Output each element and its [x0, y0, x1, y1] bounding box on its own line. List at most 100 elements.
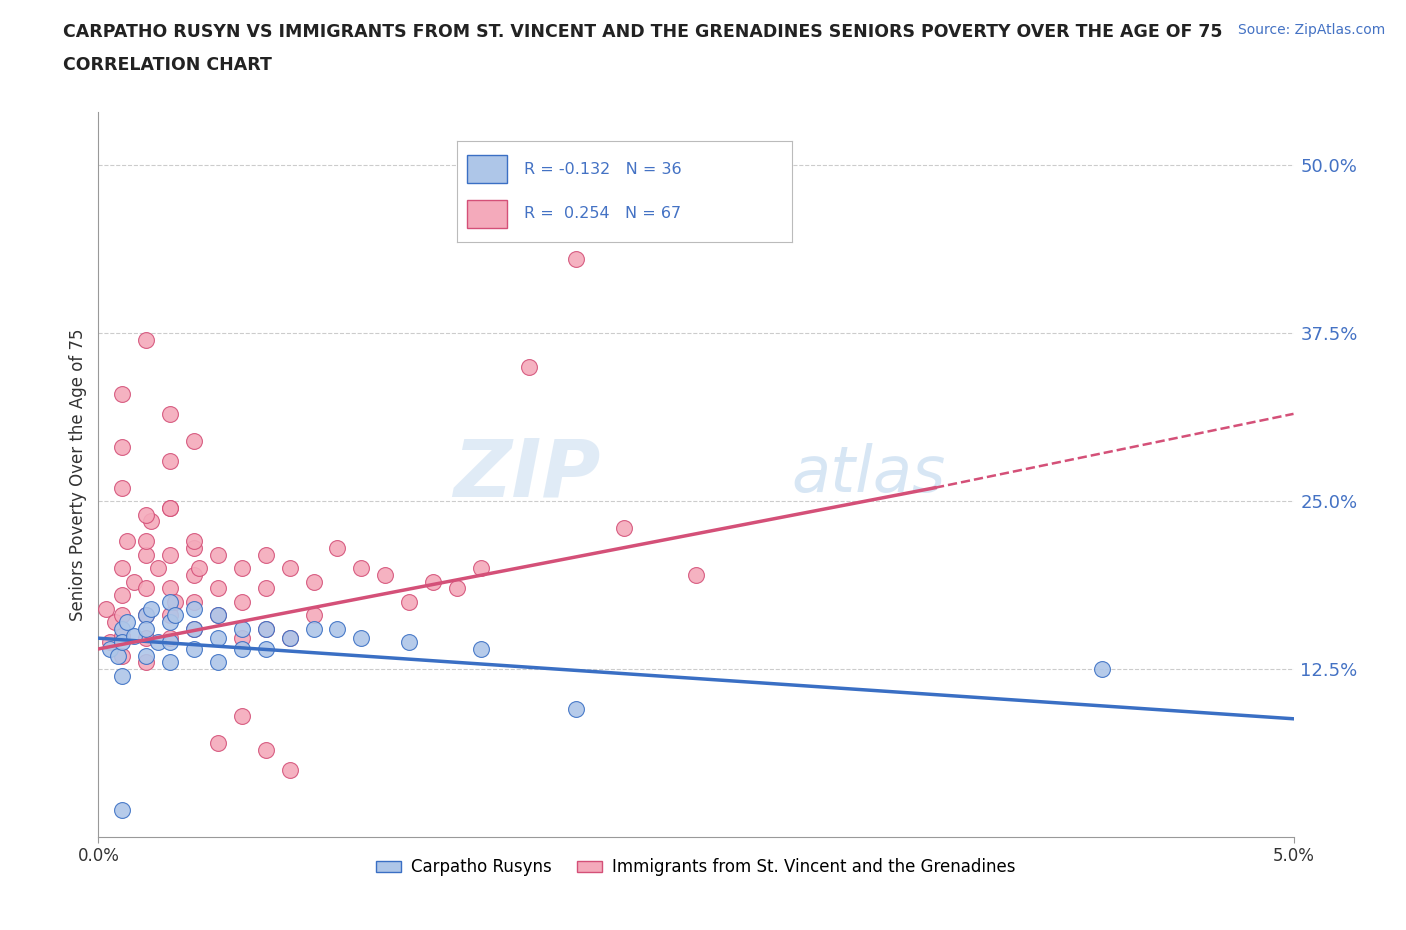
Point	[111, 669, 134, 684]
Point	[183, 621, 205, 636]
Point	[565, 702, 588, 717]
Point	[111, 803, 134, 817]
Point	[135, 648, 157, 663]
Point	[183, 567, 205, 582]
Point	[207, 655, 229, 670]
Point	[207, 548, 229, 563]
Point	[135, 333, 157, 348]
Point	[254, 742, 277, 757]
Point	[115, 615, 138, 630]
Point	[159, 631, 181, 645]
Point	[135, 608, 157, 623]
Point	[470, 561, 492, 576]
Point	[278, 631, 301, 645]
Point	[1091, 661, 1114, 676]
Legend: Carpatho Rusyns, Immigrants from St. Vincent and the Grenadines: Carpatho Rusyns, Immigrants from St. Vin…	[370, 852, 1022, 883]
Point	[207, 608, 229, 623]
Point	[111, 561, 134, 576]
Point	[111, 386, 134, 401]
Point	[326, 540, 349, 555]
Point	[139, 514, 162, 529]
Point	[111, 628, 134, 643]
Point	[159, 655, 181, 670]
Point	[207, 608, 229, 623]
Point	[139, 601, 162, 616]
Point	[135, 507, 157, 522]
Point	[254, 621, 277, 636]
Point	[115, 534, 138, 549]
Point	[183, 534, 205, 549]
Point	[159, 608, 181, 623]
Point	[517, 359, 540, 374]
Point	[135, 581, 157, 596]
Point	[111, 621, 134, 636]
Point	[183, 601, 205, 616]
Point	[350, 561, 373, 576]
Point	[159, 454, 181, 469]
Point	[111, 588, 134, 603]
Point	[398, 635, 420, 650]
Point	[135, 608, 157, 623]
Point	[124, 575, 146, 590]
Point	[685, 567, 707, 582]
Point	[207, 631, 229, 645]
Point	[231, 631, 253, 645]
Text: CARPATHO RUSYN VS IMMIGRANTS FROM ST. VINCENT AND THE GRENADINES SENIORS POVERTY: CARPATHO RUSYN VS IMMIGRANTS FROM ST. VI…	[63, 23, 1223, 41]
Point	[111, 440, 134, 455]
Y-axis label: Seniors Poverty Over the Age of 75: Seniors Poverty Over the Age of 75	[69, 328, 87, 620]
Point	[613, 521, 636, 536]
Point	[278, 763, 301, 777]
Point	[104, 615, 127, 630]
Point	[278, 631, 301, 645]
Point	[231, 709, 253, 724]
Text: ZIP: ZIP	[453, 435, 600, 513]
Point	[183, 433, 205, 448]
Point	[135, 534, 157, 549]
Point	[302, 621, 325, 636]
Point	[135, 631, 157, 645]
Point	[98, 635, 122, 650]
Point	[254, 621, 277, 636]
Point	[111, 608, 134, 623]
Point	[163, 608, 186, 623]
Point	[159, 500, 181, 515]
Point	[183, 642, 205, 657]
Point	[231, 561, 253, 576]
Point	[207, 736, 229, 751]
Point	[163, 594, 186, 609]
Point	[135, 621, 157, 636]
Point	[98, 642, 122, 657]
Point	[111, 480, 134, 495]
Point	[107, 648, 129, 663]
Point	[231, 621, 253, 636]
Point	[183, 621, 205, 636]
Point	[135, 548, 157, 563]
Point	[302, 575, 325, 590]
Point	[159, 406, 181, 421]
Point	[159, 548, 181, 563]
Point	[111, 648, 134, 663]
Point	[254, 581, 277, 596]
Point	[159, 581, 181, 596]
Point	[398, 594, 420, 609]
Point	[183, 540, 205, 555]
Point	[446, 581, 468, 596]
Point	[135, 655, 157, 670]
Point	[422, 575, 444, 590]
Point	[470, 642, 492, 657]
Point	[94, 601, 117, 616]
Point	[111, 635, 134, 650]
Point	[231, 642, 253, 657]
Point	[207, 581, 229, 596]
Point	[159, 500, 181, 515]
Point	[159, 594, 181, 609]
Point	[159, 635, 181, 650]
Point	[565, 252, 588, 267]
Point	[254, 642, 277, 657]
Point	[148, 635, 170, 650]
Point	[187, 561, 209, 576]
Point	[350, 631, 373, 645]
Point	[159, 615, 181, 630]
Point	[254, 548, 277, 563]
Text: atlas: atlas	[792, 444, 946, 505]
